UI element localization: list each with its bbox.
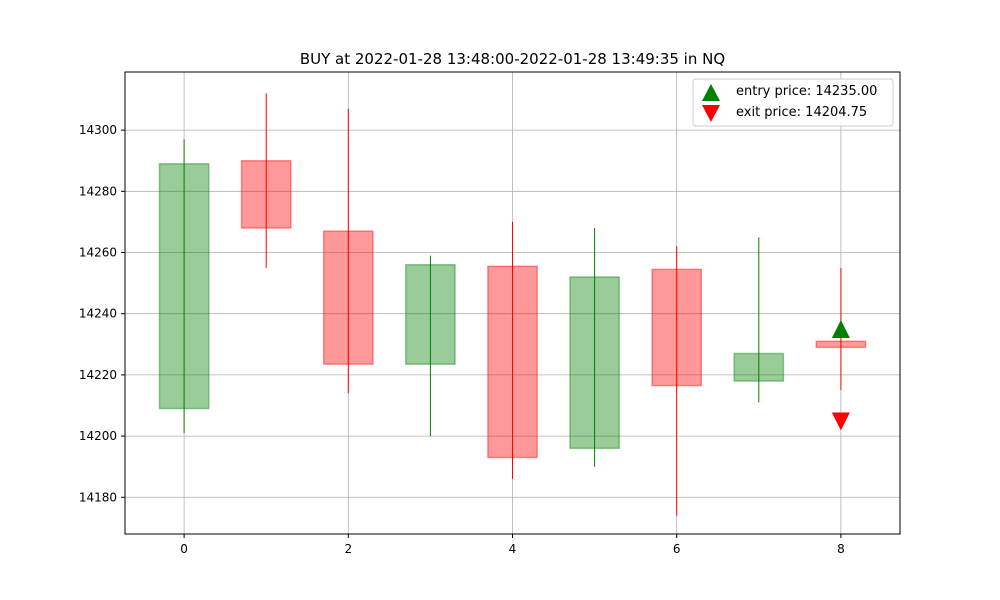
y-tick-label: 14200 <box>79 429 117 443</box>
candle-body-up <box>569 276 620 450</box>
y-tick-label: 14240 <box>79 307 117 321</box>
legend-exit-marker-icon <box>702 105 720 122</box>
x-tick-label: 0 <box>180 542 188 556</box>
candle-body-up <box>733 352 785 382</box>
legend-box <box>692 78 894 127</box>
candle-body-down <box>815 340 867 349</box>
x-tick-label: 4 <box>509 542 517 556</box>
y-tick-label: 14260 <box>79 246 117 260</box>
candles <box>158 93 867 516</box>
candle-body-down <box>240 159 292 229</box>
x-tick-label: 8 <box>837 542 845 556</box>
candle-body-down <box>487 265 538 459</box>
x-tick-label: 2 <box>344 542 352 556</box>
candle-body-up <box>405 264 456 365</box>
y-tick-label: 14180 <box>79 490 117 504</box>
candle-body-down <box>322 230 374 365</box>
legend-entry-label: entry price: 14235.00 <box>736 84 877 99</box>
y-tick-label: 14280 <box>79 184 117 198</box>
entry-marker <box>831 320 850 339</box>
legend-exit-label: exit price: 14204.75 <box>736 105 867 120</box>
legend: entry price: 14235.00 exit price: 14204.… <box>692 78 894 127</box>
y-tick-label: 14300 <box>79 123 117 137</box>
x-tick-label: 6 <box>673 542 681 556</box>
price-markers <box>831 320 850 431</box>
chart-title: BUY at 2022-01-28 13:48:00-2022-01-28 13… <box>300 50 725 68</box>
exit-marker <box>831 412 850 431</box>
y-tick-label: 14220 <box>79 368 117 382</box>
axis-ticks: 0 2 4 6 8 14180 14200 14220 14240 14260 14280 14300 <box>79 123 845 556</box>
legend-entry-marker-icon <box>702 84 720 101</box>
candle-body-up <box>158 163 210 410</box>
candle-body-down <box>651 268 703 387</box>
